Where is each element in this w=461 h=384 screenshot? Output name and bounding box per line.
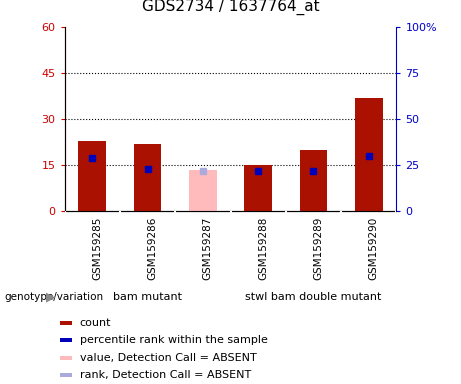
Bar bbox=[78, 141, 106, 211]
Bar bbox=[134, 144, 161, 211]
Bar bbox=[189, 170, 217, 211]
Bar bbox=[60, 373, 72, 377]
Text: GSM159289: GSM159289 bbox=[313, 217, 324, 280]
Text: GSM159288: GSM159288 bbox=[258, 217, 268, 280]
Text: ▶: ▶ bbox=[46, 290, 55, 303]
Bar bbox=[355, 98, 383, 211]
Bar bbox=[300, 150, 327, 211]
Text: bam mutant: bam mutant bbox=[113, 291, 182, 302]
Text: GDS2734 / 1637764_at: GDS2734 / 1637764_at bbox=[142, 0, 319, 15]
Text: GSM159290: GSM159290 bbox=[369, 217, 379, 280]
Bar bbox=[60, 321, 72, 324]
Text: GSM159286: GSM159286 bbox=[148, 217, 158, 280]
Text: rank, Detection Call = ABSENT: rank, Detection Call = ABSENT bbox=[80, 370, 251, 380]
Text: value, Detection Call = ABSENT: value, Detection Call = ABSENT bbox=[80, 353, 256, 363]
Text: GSM159285: GSM159285 bbox=[92, 217, 102, 280]
Text: GSM159287: GSM159287 bbox=[203, 217, 213, 280]
Text: genotype/variation: genotype/variation bbox=[5, 291, 104, 302]
Text: stwl bam double mutant: stwl bam double mutant bbox=[245, 291, 382, 302]
Text: count: count bbox=[80, 318, 111, 328]
Bar bbox=[244, 165, 272, 211]
Text: percentile rank within the sample: percentile rank within the sample bbox=[80, 335, 268, 345]
Bar bbox=[60, 338, 72, 342]
Bar bbox=[60, 356, 72, 359]
